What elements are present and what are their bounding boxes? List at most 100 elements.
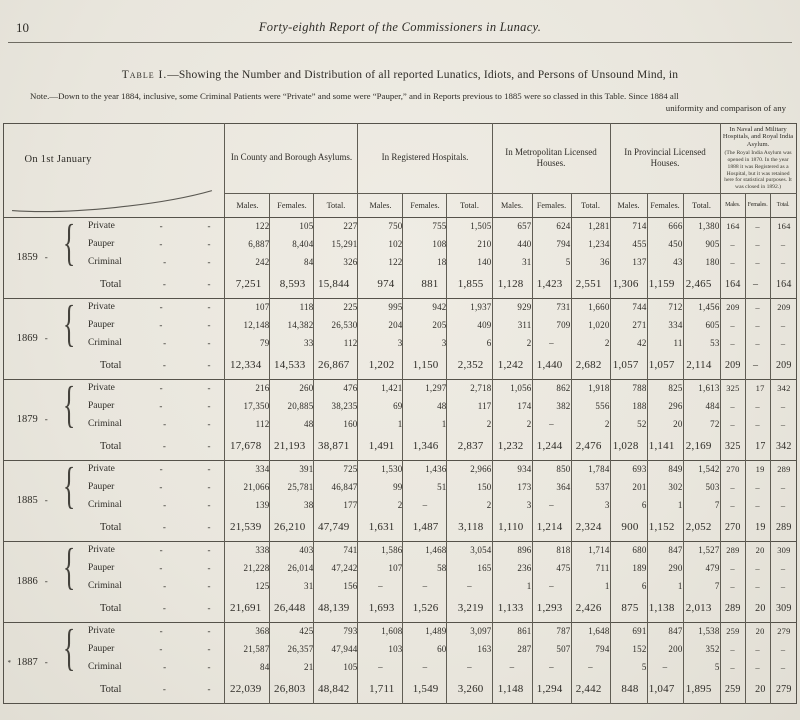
table-row: Criminal - -112 48 160 1 1 2 2–2 52 20 72– – – xyxy=(4,415,797,434)
leader-dash: - xyxy=(163,500,167,511)
table-row: Pauper - - 12,148 14,382 26,530 204 205 409 311 70… xyxy=(4,316,797,335)
subheader-females: Females. xyxy=(402,193,447,218)
row-label-criminal: Criminal - - xyxy=(78,253,225,271)
leader-dash: - xyxy=(207,464,211,475)
data-cell: 1,232 xyxy=(491,433,532,461)
table-body: 1859-{Private - -122 105 227 750 755 1,505 657 62… xyxy=(3,216,797,704)
year-label: 1885- xyxy=(3,459,60,542)
leader-dash: - xyxy=(162,522,166,533)
leader-dash: - xyxy=(44,252,48,263)
data-cell: 21,691 xyxy=(224,595,270,623)
data-cell: 302 xyxy=(646,478,684,497)
total-label-text: Total xyxy=(99,278,122,290)
data-cell: 21,539 xyxy=(224,514,270,542)
data-cell: 164 xyxy=(719,216,746,236)
data-cell: 209 xyxy=(719,352,746,380)
data-cell: 26,867 xyxy=(313,352,358,380)
row-label-inner: Pauper - - xyxy=(78,239,225,249)
page-number: 10 xyxy=(16,20,29,35)
row-label-inner: Private - - xyxy=(78,545,225,555)
subheader-males: Males. xyxy=(357,193,403,218)
subheader-males: Males. xyxy=(609,193,648,218)
row-label-criminal: Criminal - - xyxy=(78,415,225,433)
data-cell: 3 xyxy=(491,496,532,515)
table-row: Criminal - -139 38 177 2–2 3–3 6 1 7– – – xyxy=(4,496,797,515)
data-cell: – xyxy=(744,334,771,353)
data-cell: 794 xyxy=(531,235,571,254)
data-cell: 325 xyxy=(719,378,746,398)
row-label-text: Pauper xyxy=(87,239,115,250)
data-cell: 225 xyxy=(313,297,358,317)
data-cell: 1,693 xyxy=(357,595,403,623)
leader-dash: - xyxy=(159,545,163,556)
data-cell: 60 xyxy=(402,640,447,659)
data-cell: 896 xyxy=(491,540,532,560)
data-cell: – xyxy=(719,397,746,416)
leader-dash: - xyxy=(207,563,211,574)
subheader-total: Total. xyxy=(570,193,611,218)
data-cell: 484 xyxy=(682,397,721,416)
row-label-inner: Pauper - - xyxy=(78,320,225,330)
data-cell: – xyxy=(744,271,771,299)
total-label: Total - - xyxy=(60,352,225,379)
data-cell: 180 xyxy=(682,253,721,272)
data-cell: 107 xyxy=(357,559,403,578)
data-cell: 1,202 xyxy=(357,352,403,380)
data-cell: 112 xyxy=(224,415,270,434)
data-cell: – xyxy=(744,415,771,434)
data-cell: – xyxy=(769,415,797,434)
year-label: 1859- xyxy=(3,216,60,299)
data-cell: 42 xyxy=(609,334,648,353)
data-cell: 19 xyxy=(744,459,771,479)
data-cell: – xyxy=(744,316,771,335)
data-cell: 11 xyxy=(646,334,684,353)
row-label-inner: Criminal - - xyxy=(78,257,225,267)
leader-dash: - xyxy=(207,662,211,673)
data-cell: 53 xyxy=(682,334,721,353)
row-label-pauper: Pauper - - xyxy=(78,397,225,415)
data-cell: 46,847 xyxy=(313,478,358,497)
data-cell: 825 xyxy=(646,378,684,398)
data-cell: 334 xyxy=(646,316,684,335)
data-cell: 26,530 xyxy=(313,316,358,335)
data-cell: 72 xyxy=(682,415,721,434)
row-label-inner: Criminal - - xyxy=(78,338,225,348)
data-cell: 188 xyxy=(609,397,648,416)
data-cell: 3 xyxy=(357,334,403,353)
data-cell: 455 xyxy=(609,235,648,254)
data-cell: 289 xyxy=(769,459,797,479)
row-label-inner: Private - - xyxy=(78,302,225,312)
year-label: * 1887- xyxy=(3,621,60,704)
leader-dash: - xyxy=(207,419,211,430)
total-label-inner: Total - - xyxy=(60,684,225,695)
data-cell: 2,352 xyxy=(446,352,492,380)
data-cell: 1,346 xyxy=(402,433,447,461)
data-cell: 1,530 xyxy=(357,459,403,479)
data-cell: – xyxy=(719,235,746,254)
data-cell: 17,678 xyxy=(224,433,270,461)
subheader-total: Total. xyxy=(446,193,492,218)
lunacy-statistics-table: On 1st January In County and Borough Asy… xyxy=(3,122,797,704)
leader-dash: - xyxy=(44,495,48,506)
table-row: Pauper - - 21,587 26,357 47,944 103 60 163 287 507… xyxy=(4,640,797,659)
year-text: 1859 xyxy=(16,252,38,264)
data-cell: – xyxy=(719,415,746,434)
data-cell: 12,334 xyxy=(224,352,270,380)
data-cell: 20,885 xyxy=(269,397,314,416)
data-cell: 17 xyxy=(744,433,771,461)
data-cell: 2 xyxy=(570,415,611,434)
data-cell: 1,489 xyxy=(402,621,447,641)
total-row: Total - - 12,334 14,533 26,867 1,202 1,150 2,352… xyxy=(4,352,797,380)
data-cell: – xyxy=(769,316,797,335)
data-cell: 1,613 xyxy=(682,378,721,398)
data-cell: 881 xyxy=(402,271,447,299)
row-label-inner: Criminal - - xyxy=(78,500,225,510)
data-cell: 200 xyxy=(646,640,684,659)
total-row: Total - -7,251 8,593 15,844 974 881 1,855 1,128 1… xyxy=(4,271,797,299)
row-label-text: Criminal xyxy=(87,257,122,268)
data-cell: 270 xyxy=(719,514,746,542)
data-cell: 21,228 xyxy=(224,559,270,578)
data-cell: 8,404 xyxy=(269,235,314,254)
colgroup-registered-hospitals-header: In Registered Hospitals. xyxy=(357,123,492,194)
data-cell: 309 xyxy=(769,595,797,623)
